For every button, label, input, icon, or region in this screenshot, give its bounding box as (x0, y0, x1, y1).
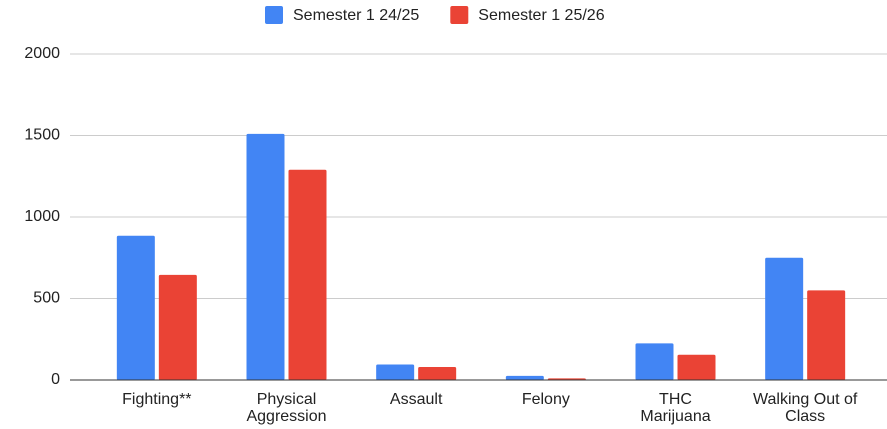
x-tick-label: Fighting** (122, 391, 191, 408)
y-tick-label: 2000 (24, 45, 60, 62)
bar (635, 343, 674, 380)
y-tick-label: 0 (51, 371, 60, 388)
x-tick-label: Walking Out of Class (753, 391, 858, 425)
y-tick-label: 1500 (24, 127, 60, 144)
bar (288, 169, 327, 380)
legend-label: Semester 1 25/26 (478, 7, 604, 24)
x-tick-label: Assault (390, 391, 443, 408)
bar (116, 235, 155, 380)
bar (505, 375, 544, 380)
x-tick-label: THC Marijuana (640, 391, 710, 425)
bar (376, 364, 415, 380)
bar (677, 354, 716, 380)
bar (765, 257, 804, 380)
y-tick-label: 1000 (24, 208, 60, 225)
bar (807, 290, 846, 380)
bar (158, 274, 197, 380)
bar (246, 133, 285, 380)
legend-swatch (265, 6, 283, 24)
legend-swatch (450, 6, 469, 24)
x-tick-label: Felony (522, 391, 570, 408)
x-tick-label: Physical Aggression (246, 391, 326, 425)
bar (418, 366, 457, 380)
y-tick-label: 500 (33, 290, 60, 307)
legend-label: Semester 1 24/25 (293, 7, 419, 24)
